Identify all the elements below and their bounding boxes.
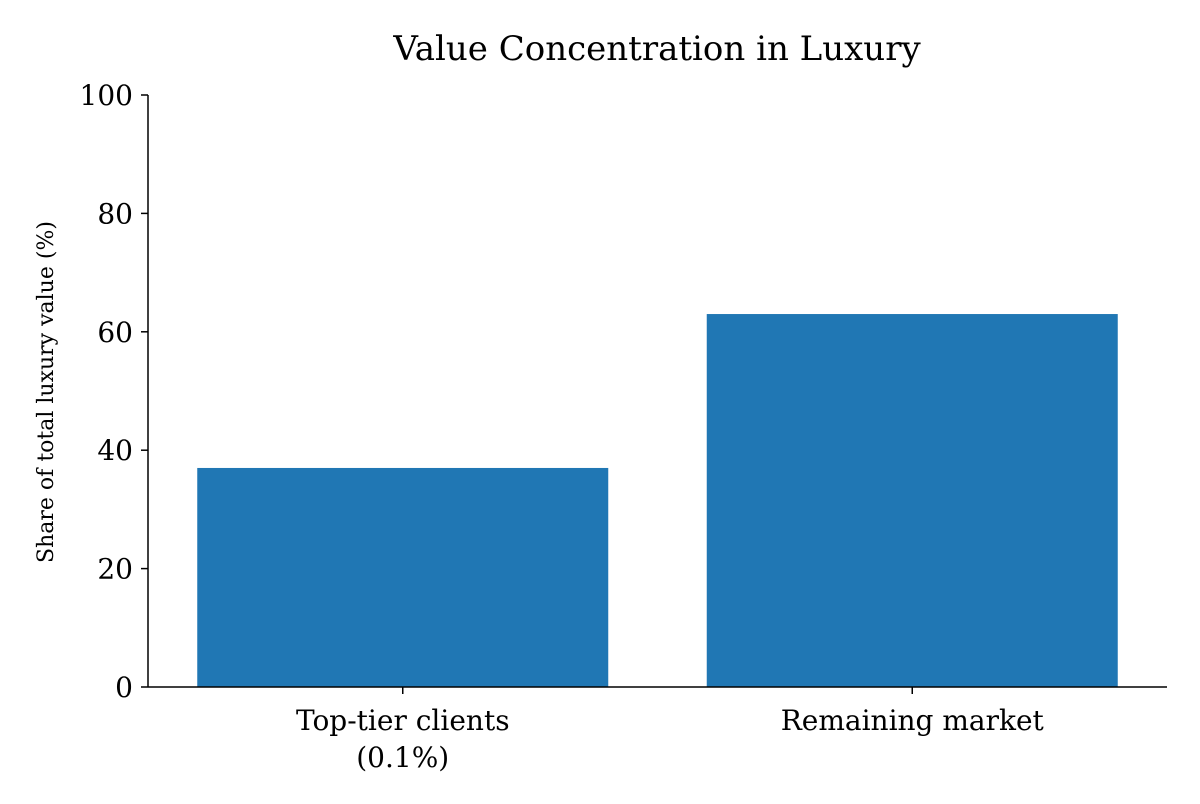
- plot-area: Top-tier clients (0.1%) Remaining market 0 2…: [80, 79, 1167, 774]
- y-tick-label-20: 20: [97, 553, 133, 586]
- x-tick-label-0-line-1: (0.1%): [356, 741, 449, 774]
- x-tick-label-1: Remaining market: [781, 704, 1045, 737]
- x-tick-label-0-line-0: Top-tier clients: [296, 704, 510, 737]
- chart-title: Value Concentration in Luxury: [392, 29, 921, 69]
- y-tick-label-80: 80: [97, 197, 133, 230]
- y-tick-label-0: 0: [115, 671, 133, 704]
- y-tick-label-100: 100: [80, 79, 133, 112]
- y-axis-label: Share of total luxury value (%): [34, 221, 59, 563]
- bar-1: [706, 314, 1118, 687]
- y-tick-label-60: 60: [97, 316, 133, 349]
- bar-0: [197, 467, 609, 687]
- y-tick-label-40: 40: [97, 434, 133, 467]
